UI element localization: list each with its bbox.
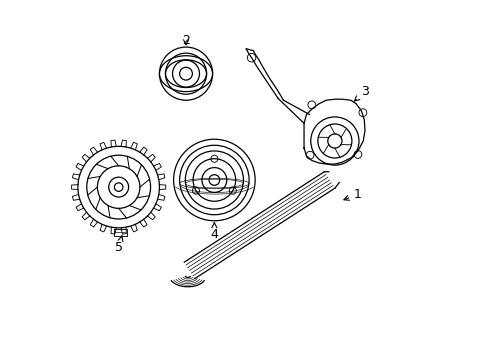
Text: 5: 5	[115, 235, 122, 254]
Text: 2: 2	[182, 34, 189, 47]
Text: 4: 4	[210, 222, 218, 242]
Text: 1: 1	[343, 188, 361, 201]
Text: 3: 3	[354, 85, 368, 101]
